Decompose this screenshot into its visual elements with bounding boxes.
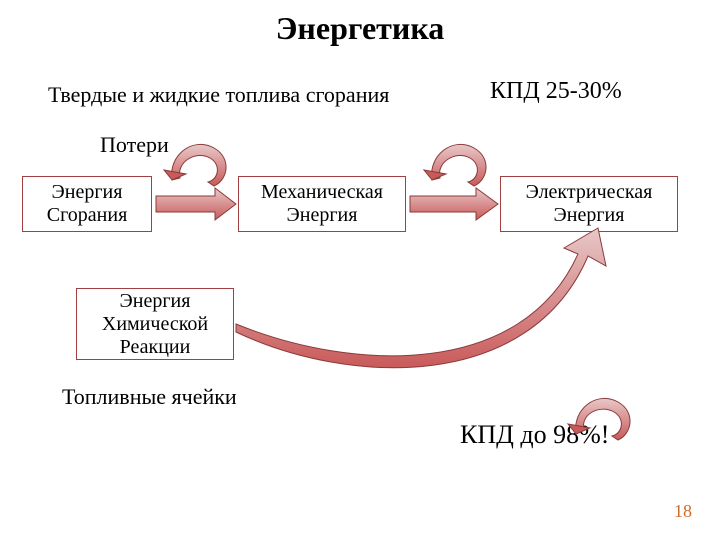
losses-label: Потери [100, 132, 169, 158]
arrow-combustion-to-mechanical [156, 188, 236, 220]
arrow-mechanical-to-electrical [410, 188, 498, 220]
arrow-chemical-to-electrical [236, 228, 606, 368]
subtitle-fuel-types: Твердые и жидкие топлива сгорания [48, 82, 389, 108]
box-combustion-energy: Энергия Сгорания [22, 176, 152, 232]
box-mechanical-line2: Энергия [287, 204, 358, 227]
efficiency-bottom-label: КПД до 98%! [460, 420, 609, 450]
box-electrical-line2: Энергия [554, 204, 625, 227]
loss-arrow-1 [164, 144, 226, 186]
fuelcells-label: Топливные ячейки [62, 384, 237, 410]
page-title: Энергетика [0, 10, 720, 47]
box-chemical-line1: Энергия [120, 290, 191, 313]
box-chemical-energy: Энергия Химической Реакции [76, 288, 234, 360]
box-chemical-line3: Реакции [120, 336, 191, 359]
box-electrical-line1: Электрическая [526, 181, 653, 204]
box-chemical-line2: Химической [102, 313, 208, 336]
box-mechanical-energy: Механическая Энергия [238, 176, 406, 232]
box-electrical-energy: Электрическая Энергия [500, 176, 678, 232]
box-combustion-line1: Энергия [52, 181, 123, 204]
box-combustion-line2: Сгорания [47, 204, 128, 227]
loss-arrow-2 [424, 144, 486, 186]
page-number: 18 [674, 501, 692, 522]
box-mechanical-line1: Механическая [261, 181, 383, 204]
subtitle-efficiency-top: КПД 25-30% [490, 78, 622, 105]
